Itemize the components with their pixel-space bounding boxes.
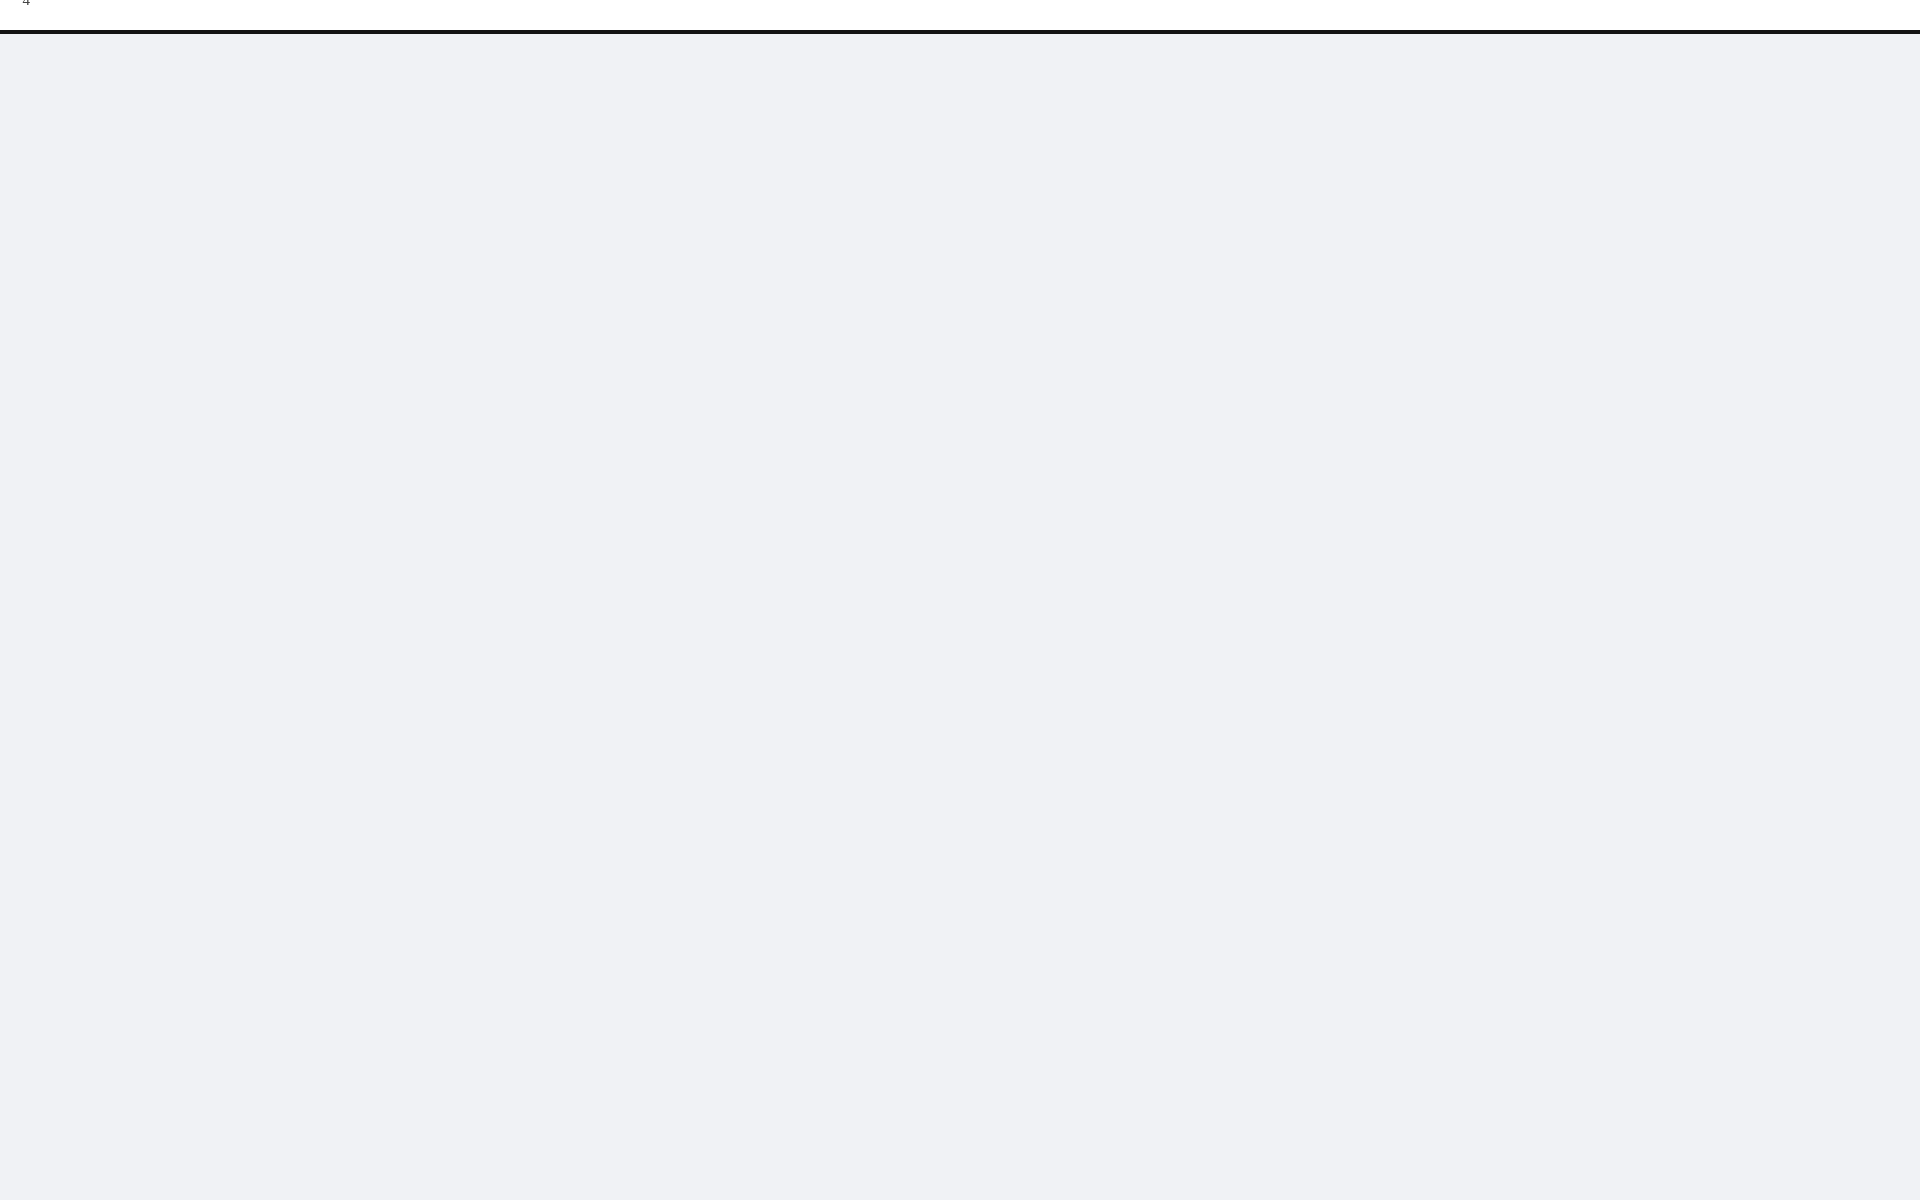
pagination-pages: 123456•••111 bbox=[0, 0, 1920, 19]
page-button-4[interactable]: 4 bbox=[22, 0, 30, 9]
page-button-5[interactable]: 5 bbox=[986, 0, 1920, 19]
page: MachineUnite Intelligent Cloud IoT syste… bbox=[0, 0, 1920, 34]
bottom-edge bbox=[0, 30, 1920, 34]
pagination-bar: Total 1102 10/page 123456•••111 Go to bbox=[0, 0, 1920, 30]
